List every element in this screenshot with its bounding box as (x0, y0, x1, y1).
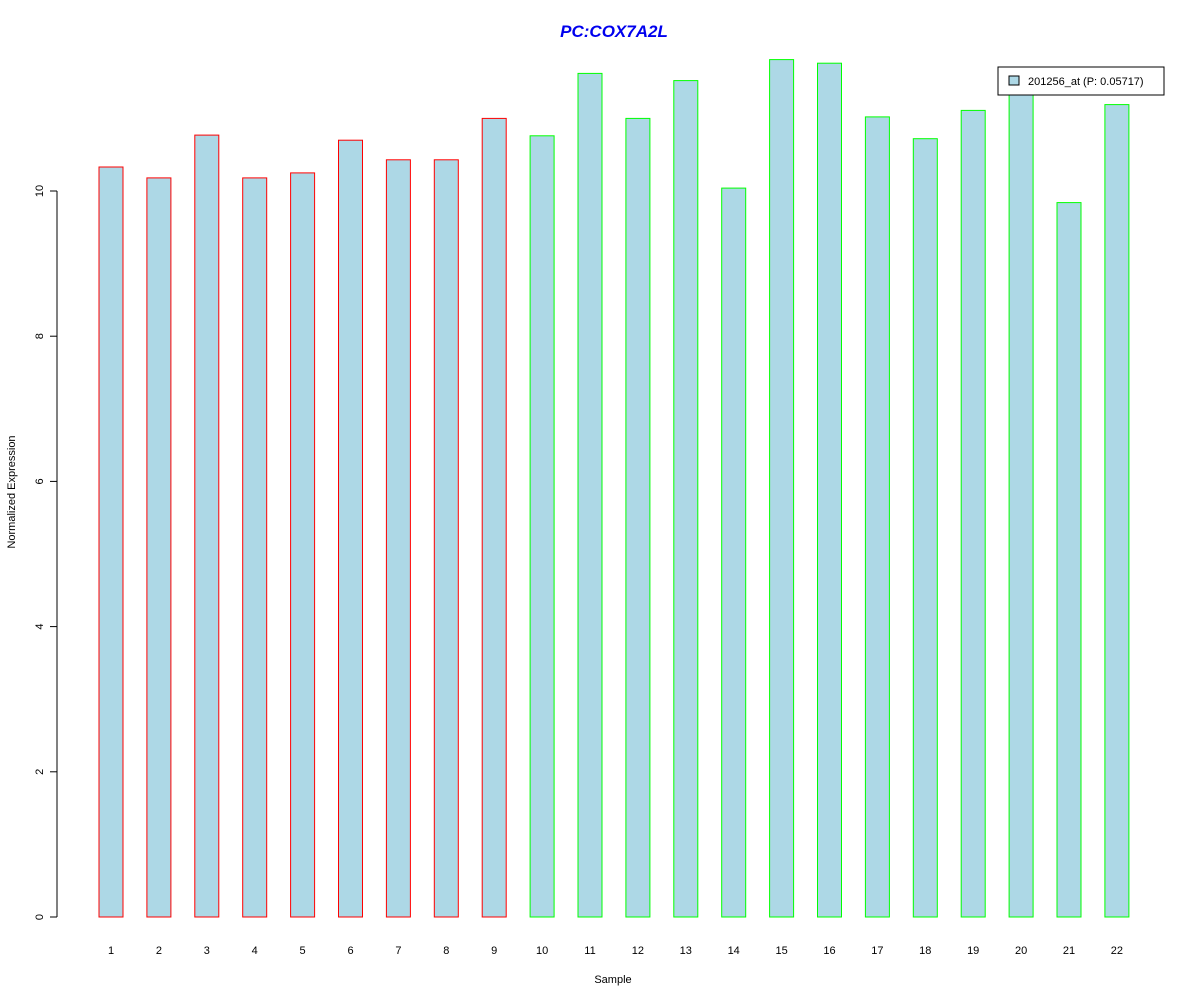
x-tick-label: 17 (871, 945, 883, 957)
x-tick-label: 1 (108, 945, 114, 957)
chart-title: PC:COX7A2L (560, 22, 668, 41)
x-tick-label: 7 (395, 945, 401, 957)
bar-sample-3 (194, 134, 220, 918)
x-tick-label: 3 (204, 945, 210, 957)
x-tick-label: 21 (1063, 945, 1075, 957)
bar-sample-18 (912, 138, 938, 918)
bar-sample-21 (1056, 202, 1082, 918)
x-tick-label: 20 (1015, 945, 1027, 957)
bar-sample-11 (577, 72, 603, 918)
legend-swatch (1008, 75, 1020, 86)
bar-sample-7 (385, 159, 411, 918)
bar-sample-17 (864, 116, 890, 918)
bar-sample-16 (817, 62, 842, 918)
bar-sample-5 (290, 172, 316, 918)
y-tick-label: 4 (34, 624, 46, 630)
legend: 201256_at (P: 0.05717) (997, 66, 1165, 96)
x-tick-label: 11 (584, 945, 595, 957)
bar-sample-1 (98, 166, 124, 918)
y-axis-label: Normalized Expression (6, 435, 18, 548)
x-tick-label: 12 (632, 945, 644, 957)
x-tick-label: 6 (347, 945, 353, 957)
x-tick-label: 18 (919, 945, 931, 957)
x-tick-label: 4 (252, 945, 258, 957)
x-tick-label: 5 (300, 945, 306, 957)
bar-sample-12 (625, 117, 651, 918)
bar-sample-6 (338, 139, 363, 918)
x-tick-label: 9 (491, 945, 497, 957)
x-tick-label: 19 (967, 945, 979, 957)
bars-group (98, 59, 1130, 918)
y-axis: 0 2 4 6 8 10 (34, 185, 58, 920)
bar-sample-4 (242, 177, 268, 918)
bar-sample-22 (1104, 104, 1130, 918)
x-tick-label: 16 (823, 945, 835, 957)
bar-sample-8 (433, 159, 459, 918)
x-tick-label: 15 (775, 945, 787, 957)
x-tick-label: 2 (156, 945, 162, 957)
x-tick-label: 13 (680, 945, 692, 957)
x-axis-tick-labels: 1 2 3 4 5 6 7 8 9 10 11 12 13 14 15 16 17 18 19 20 21 22 (108, 945, 1123, 957)
legend-label: 201256_at (P: 0.05717) (1028, 76, 1144, 88)
x-tick-label: 14 (728, 945, 740, 957)
y-tick-label: 2 (34, 769, 46, 775)
bar-sample-13 (673, 80, 699, 918)
y-tick-label: 10 (34, 185, 46, 197)
bar-sample-20 (1008, 93, 1034, 918)
bar-sample-14 (721, 187, 747, 918)
x-tick-label: 22 (1111, 945, 1123, 957)
x-axis-label: Sample (594, 974, 631, 986)
y-tick-label: 0 (34, 914, 46, 920)
bar-sample-19 (960, 109, 986, 918)
bar-sample-10 (529, 135, 555, 918)
bar-sample-9 (481, 117, 507, 918)
y-tick-label: 6 (34, 478, 46, 484)
legend-box (997, 66, 1165, 96)
x-tick-label: 8 (443, 945, 449, 957)
y-tick-label: 8 (34, 333, 46, 339)
bar-sample-2 (146, 177, 172, 918)
bar-sample-15 (769, 59, 795, 918)
x-tick-label: 10 (536, 945, 548, 957)
